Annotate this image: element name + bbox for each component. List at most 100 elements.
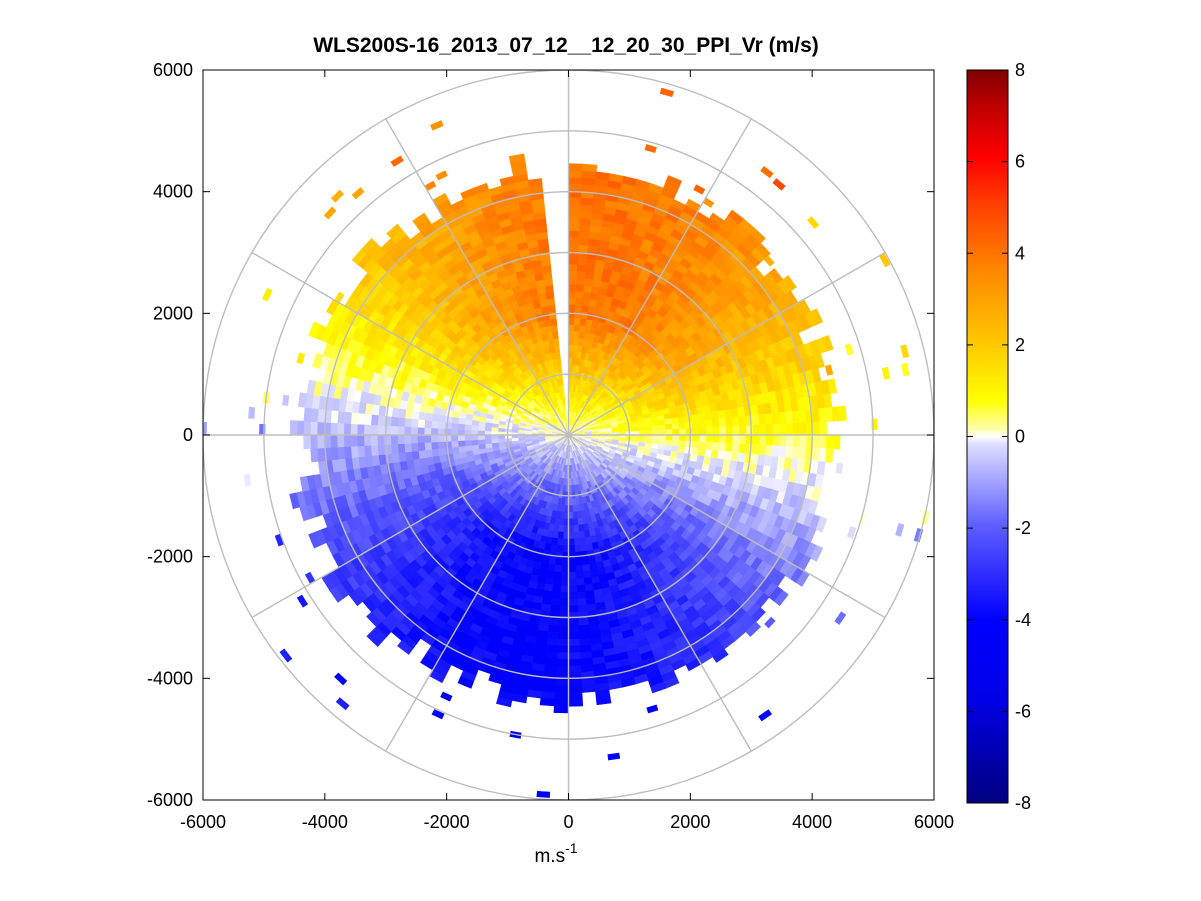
velocity-bin xyxy=(444,421,452,430)
velocity-bin xyxy=(430,420,439,429)
velocity-bin xyxy=(457,423,466,430)
velocity-bin xyxy=(672,434,680,442)
velocity-bin xyxy=(527,178,543,188)
velocity-bin xyxy=(336,422,345,436)
velocity-bin xyxy=(464,439,472,447)
velocity-bin xyxy=(664,418,673,426)
velocity-bin xyxy=(555,551,563,560)
velocity-bin xyxy=(556,538,564,546)
velocity-bin xyxy=(581,297,591,307)
azimuth-spoke xyxy=(568,251,886,436)
velocity-bin xyxy=(738,416,747,427)
velocity-bin xyxy=(758,444,767,457)
velocity-bin xyxy=(568,605,579,613)
velocity-bin xyxy=(568,538,575,547)
velocity-bin xyxy=(450,440,459,448)
velocity-bin xyxy=(557,364,563,373)
velocity-bin xyxy=(410,434,418,444)
velocity-bin xyxy=(678,422,687,430)
velocity-bin xyxy=(390,443,399,454)
velocity-bin xyxy=(568,183,583,192)
velocity-bin xyxy=(557,638,569,647)
velocity-bin xyxy=(572,511,578,520)
velocity-bin xyxy=(811,408,821,423)
velocity-bin xyxy=(568,290,577,299)
velocity-bin xyxy=(778,411,787,425)
velocity-bin xyxy=(568,263,578,272)
velocity-bin xyxy=(551,584,561,593)
velocity-bin xyxy=(765,434,774,447)
velocity-bin xyxy=(297,392,308,408)
velocity-bin xyxy=(692,434,700,443)
velocity-bin xyxy=(782,275,797,292)
velocity-bin xyxy=(719,434,727,444)
polar-grid xyxy=(203,70,934,800)
velocity-bin xyxy=(574,310,582,319)
velocity-bin xyxy=(443,434,452,442)
x-axis-label: m.s-1 xyxy=(534,840,577,867)
velocity-bin xyxy=(568,230,580,238)
velocity-bin xyxy=(758,413,767,426)
velocity-bin xyxy=(685,421,693,430)
velocity-bin xyxy=(705,434,714,443)
velocity-bin xyxy=(575,290,584,299)
velocity-bin xyxy=(397,640,414,655)
velocity-bin xyxy=(568,236,580,245)
velocity-bin xyxy=(437,427,445,436)
velocity-bin xyxy=(490,438,499,444)
velocity-bin xyxy=(553,344,561,353)
velocity-bin xyxy=(543,664,557,673)
azimuth-spoke xyxy=(251,251,569,436)
velocity-bin xyxy=(573,324,581,332)
velocity-bin xyxy=(568,170,583,178)
velocity-bin xyxy=(671,440,680,447)
velocity-bin xyxy=(343,422,352,436)
velocity-bin xyxy=(578,237,590,246)
velocity-bin xyxy=(691,441,700,450)
velocity-bin xyxy=(821,335,834,352)
velocity-bin xyxy=(568,558,576,567)
velocity-bin xyxy=(568,330,575,339)
velocity-bin xyxy=(430,434,439,443)
velocity-bin xyxy=(578,530,586,539)
outer-velocity-bin xyxy=(758,709,773,722)
velocity-bin xyxy=(576,270,587,279)
velocity-bin xyxy=(575,571,584,580)
velocity-bin xyxy=(437,434,445,443)
velocity-bin xyxy=(838,405,847,422)
colorbar-tick-label: -8 xyxy=(1015,793,1031,813)
velocity-bin xyxy=(376,434,385,446)
velocity-bin xyxy=(383,434,392,445)
outer-velocity-bin xyxy=(693,184,706,195)
x-axis: -6000 -4000 -2000 0 2000 4000 6000 xyxy=(180,70,954,832)
outer-velocity-bin xyxy=(435,170,448,181)
velocity-bin xyxy=(308,321,321,339)
velocity-bin xyxy=(568,323,575,332)
velocity-bin xyxy=(366,631,383,648)
velocity-bin xyxy=(383,425,392,436)
velocity-bin xyxy=(658,429,667,436)
velocity-bin xyxy=(477,429,485,436)
outer-velocity-bin xyxy=(763,255,775,267)
velocity-bin xyxy=(568,652,581,660)
velocity-bin xyxy=(317,460,327,475)
velocity-bin xyxy=(575,283,585,292)
velocity-bin xyxy=(651,425,660,431)
velocity-bin xyxy=(463,429,472,436)
velocity-bin xyxy=(424,449,433,458)
velocity-bin xyxy=(397,443,406,454)
velocity-bin xyxy=(577,250,589,259)
velocity-bin xyxy=(546,631,559,640)
velocity-bin xyxy=(778,445,787,459)
velocity-bin xyxy=(823,393,833,409)
velocity-bin xyxy=(773,590,789,607)
outer-velocity-bin xyxy=(901,362,910,377)
velocity-bin xyxy=(798,409,807,424)
velocity-bin xyxy=(556,652,569,660)
velocity-bin xyxy=(289,492,300,510)
velocity-bin xyxy=(765,423,774,436)
velocity-bin xyxy=(568,632,580,640)
